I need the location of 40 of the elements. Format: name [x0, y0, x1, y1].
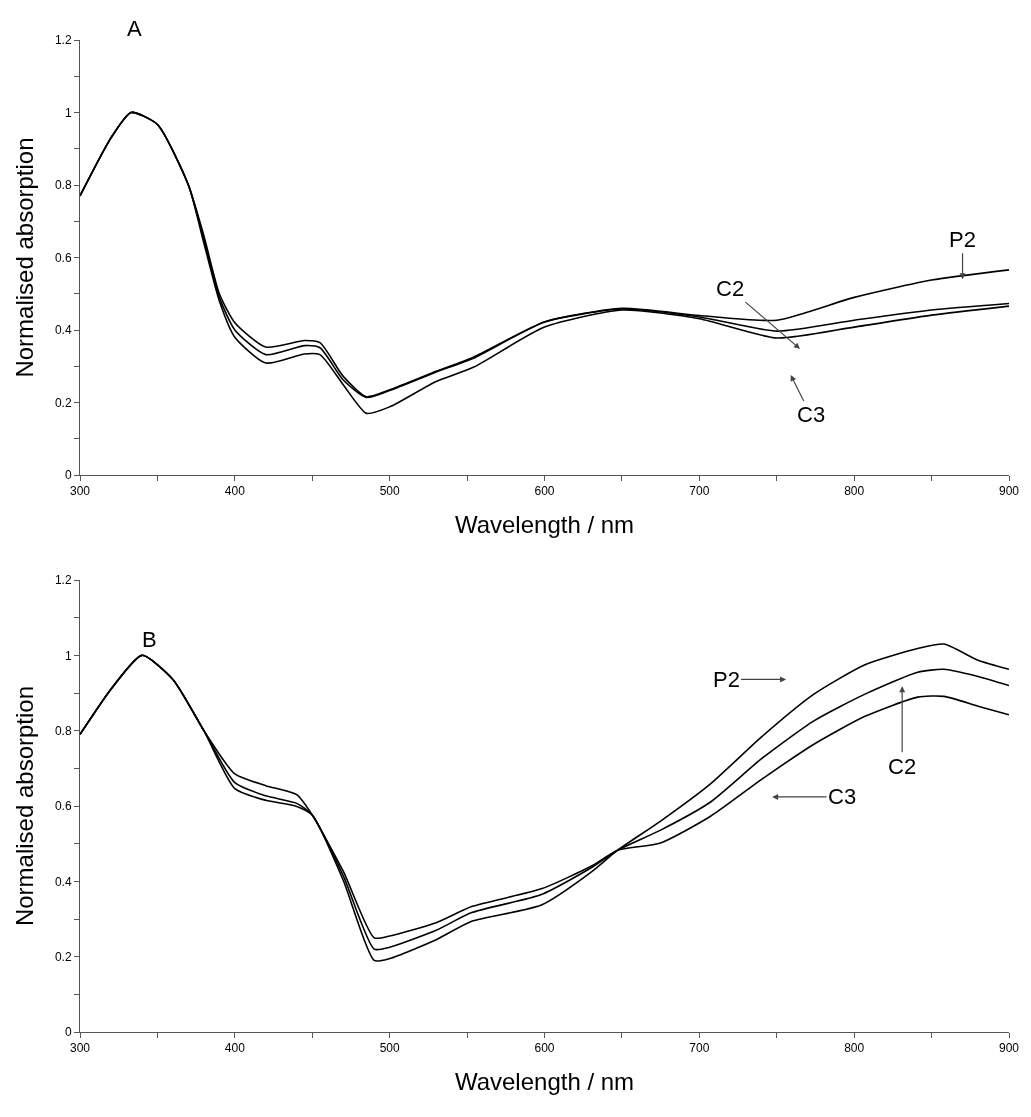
x-axis-title: Wavelength / nm — [454, 1067, 635, 1095]
annotation: C2 — [888, 754, 917, 779]
x-axis-title: Wavelength / nm — [454, 510, 635, 538]
x-tick-label: 900 — [998, 1041, 1020, 1056]
x-tick-label: 600 — [534, 1041, 555, 1056]
y-tick-label: 0.4 — [54, 323, 72, 338]
y-tick-label: 0 — [64, 468, 72, 483]
x-tick-label: 700 — [689, 1041, 710, 1056]
annotation: B — [142, 627, 157, 652]
y-tick-label: 0.6 — [54, 799, 72, 814]
x-tick-label: 400 — [224, 484, 246, 499]
x-tick-label: 900 — [998, 484, 1020, 499]
x-tick-label: 800 — [844, 484, 865, 499]
y-tick-label: 0.2 — [54, 949, 72, 964]
y-tick-label: 1 — [64, 105, 72, 120]
x-tick-label: 300 — [69, 484, 91, 499]
annotation: C2 — [716, 276, 745, 301]
y-axis-title: Normalised absorption — [11, 685, 39, 927]
x-tick-label: 700 — [689, 484, 710, 499]
annotation: C3 — [797, 402, 826, 427]
y-tick-label: 1.2 — [54, 33, 72, 48]
x-tick-label: 800 — [844, 1041, 865, 1056]
y-tick-label: 1 — [64, 648, 72, 663]
y-tick-label: 0.4 — [54, 874, 72, 889]
y-axis-title: Normalised absorption — [11, 137, 39, 378]
x-tick-label: 300 — [69, 1041, 91, 1056]
x-tick-label: 500 — [379, 484, 400, 499]
annotation: P2 — [713, 667, 740, 692]
annotation: C3 — [828, 784, 857, 809]
y-tick-label: 0.6 — [54, 250, 72, 265]
y-tick-label: 0.8 — [54, 178, 72, 193]
x-tick-label: 400 — [224, 1041, 246, 1056]
y-tick-label: 0.8 — [54, 723, 72, 738]
y-tick-label: 0.2 — [54, 395, 72, 410]
y-tick-label: 0 — [64, 1025, 72, 1040]
annotation: P2 — [949, 227, 976, 252]
x-tick-label: 500 — [379, 1041, 400, 1056]
y-tick-label: 1.2 — [54, 573, 72, 588]
x-tick-label: 600 — [534, 484, 555, 499]
annotation: A — [127, 16, 142, 41]
